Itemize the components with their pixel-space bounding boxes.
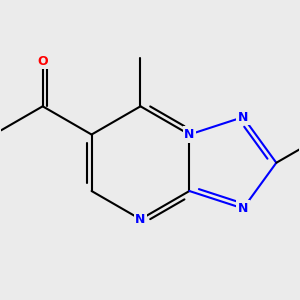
- Text: N: N: [238, 202, 248, 215]
- Text: N: N: [184, 128, 195, 141]
- Text: N: N: [135, 213, 146, 226]
- Text: N: N: [238, 111, 248, 124]
- Text: O: O: [38, 55, 48, 68]
